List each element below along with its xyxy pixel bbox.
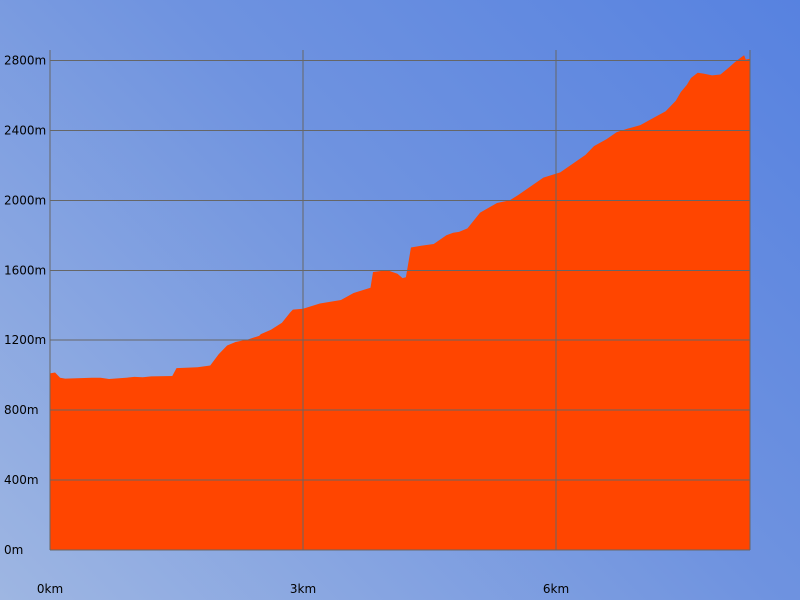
y-tick-label: 1600m [4, 263, 46, 277]
y-tick-label: 2400m [4, 123, 46, 137]
grid-layer [49, 50, 751, 551]
x-tick-label: 0km [37, 582, 63, 596]
x-tick-label: 3km [290, 582, 316, 596]
y-axis-labels: 0m 400m 800m 1200m 1600m 2000m 2400m 2800m [4, 53, 46, 557]
y-tick-label: 400m [4, 473, 39, 487]
x-axis-labels: 0km 3km 6km [37, 582, 569, 596]
y-tick-label: 800m [4, 403, 39, 417]
y-tick-label: 1200m [4, 333, 46, 347]
elevation-area [50, 55, 750, 551]
x-tick-label: 6km [543, 582, 569, 596]
y-tick-label: 2800m [4, 53, 46, 67]
y-tick-label: 0m [4, 543, 23, 557]
y-tick-label: 2000m [4, 193, 46, 207]
area-layer [50, 55, 750, 551]
